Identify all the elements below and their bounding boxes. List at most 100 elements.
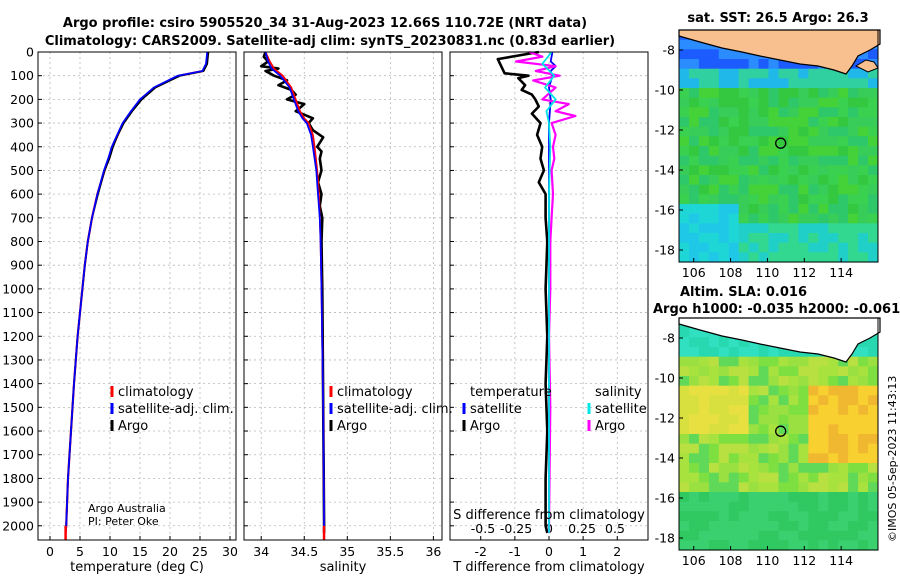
map-cell [728,88,740,99]
map-cell [858,78,869,89]
map-cell [698,511,710,522]
map-cell [818,424,829,435]
map-cell [848,117,859,128]
map-cell [798,453,809,464]
map-cell [708,405,720,416]
map-cell [798,242,809,253]
map-cell [868,530,879,541]
map-cell [788,347,799,358]
map-cell [798,136,809,147]
map-cell [818,68,829,79]
map-cell [758,347,770,358]
x-tick-label: 25 [192,544,208,559]
map-cell [858,443,869,454]
map-cell [698,252,710,263]
map-cell [828,434,839,445]
map-cell [758,405,770,416]
map-cell [689,366,700,377]
map-cell [728,434,740,445]
map-cell [738,434,750,445]
map-cell [788,213,799,224]
map-cell [868,472,879,483]
map-cell [848,233,859,244]
map-cell [778,347,789,358]
map-cell [868,155,879,166]
map-cell [708,337,720,348]
map-cell [738,175,750,186]
y-tick-label: 200 [10,92,34,107]
y-tick-label: 800 [10,234,34,249]
map-cell [708,155,720,166]
map-cell [848,146,859,157]
map-cell [728,252,740,263]
map-cell [708,492,720,503]
map-cell [758,59,770,70]
map-cell [788,97,799,108]
map-cell [748,194,760,205]
map-cell [698,434,710,445]
map-cell [848,472,859,483]
map-cell [818,88,829,99]
map-cell [728,194,740,205]
map-cell [718,434,730,445]
map-cell [788,107,799,118]
map-cell [858,434,869,445]
map-cell [718,136,730,147]
map-cell [798,356,809,367]
map-cell [758,194,770,205]
map-cell [708,501,720,512]
map-cell [768,521,779,532]
map-cell [818,204,829,215]
map-cell [689,337,700,348]
map-cell [689,223,700,234]
y-tick-label: 2000 [2,518,34,533]
map-cell [768,405,779,416]
map-cell [768,385,779,396]
map-cell [718,337,730,348]
map-cell [728,482,740,493]
map-cell [868,521,879,532]
map-cell [689,146,700,157]
map-cell [708,414,720,425]
map-cell [798,521,809,532]
map-cell [858,356,869,367]
map-cell [768,213,779,224]
map-cell [838,492,849,503]
map-cell [679,501,690,512]
map-cell [689,414,700,425]
map-cell [698,443,710,454]
map-cell [718,59,730,70]
map-cell [858,107,869,118]
map-cell [828,165,839,176]
map-cell [768,175,779,186]
map-cell [818,511,829,522]
map-cell [718,146,730,157]
credit-line2: PI: Peter Oke [88,515,159,528]
map-cell [738,395,750,406]
map-cell [778,482,789,493]
legend-label-satellite-s: satellite-adj. clim. [337,402,453,417]
map-cell [708,242,720,253]
map-cell [758,395,770,406]
map-cell [868,540,879,551]
map-cell [698,233,710,244]
map-cell [848,88,859,99]
map-cell [868,175,879,186]
map-cell [698,405,710,416]
map-cell [828,175,839,186]
map-cell [848,424,859,435]
map-cell [778,414,789,425]
y-tick-label: 1700 [2,447,34,462]
map-cell [679,337,690,348]
temperature-axes-frame [37,51,237,541]
map-cell [689,501,700,512]
map-cell [838,511,849,522]
legend-label-satellite: satellite-adj. clim. [118,402,234,417]
map-cell [698,356,710,367]
map-cell [868,136,879,147]
map-cell [689,405,700,416]
map-cell [768,511,779,522]
map-cell [728,146,740,157]
map-cell [728,337,740,348]
map-cell [758,68,770,79]
